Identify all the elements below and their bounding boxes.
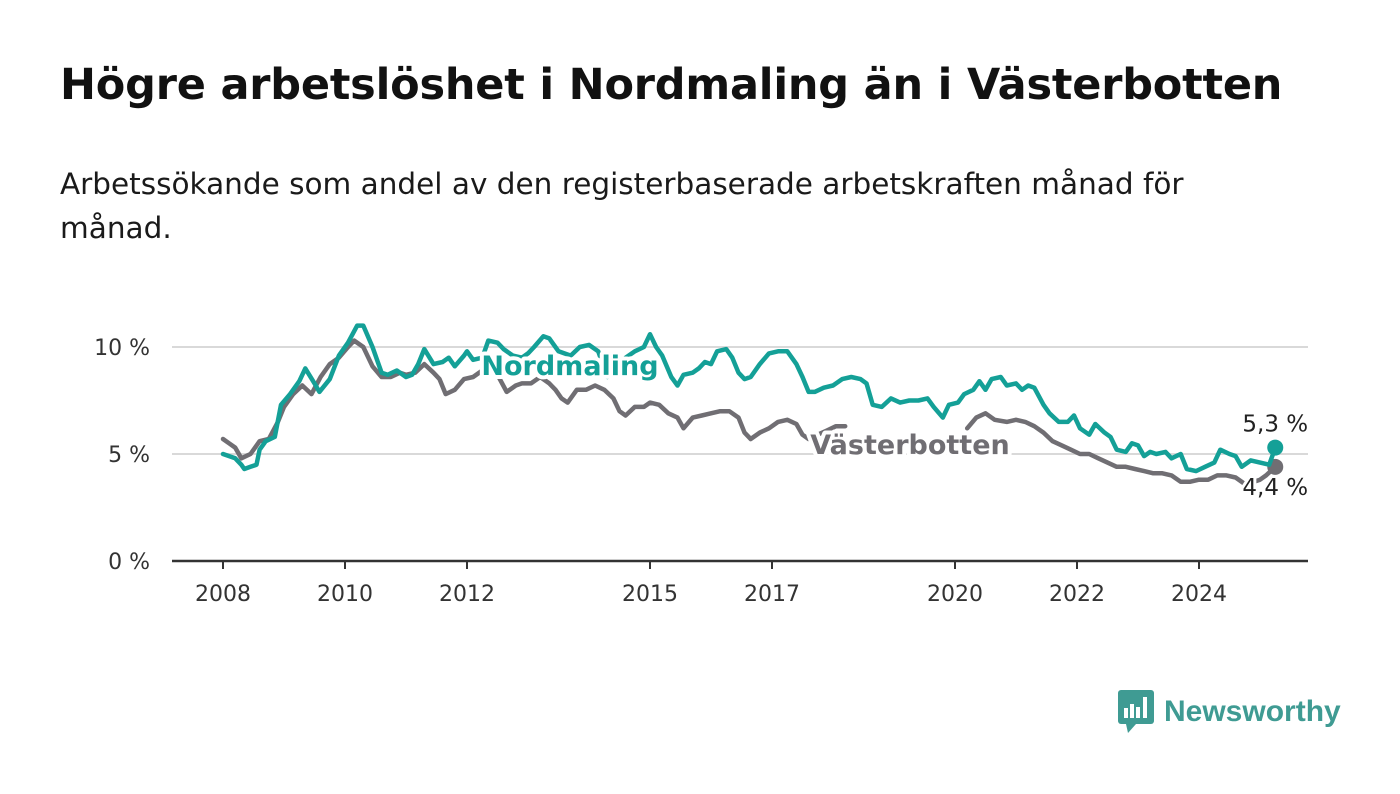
- end-label-nordmaling: 5,3 %: [1242, 412, 1308, 438]
- newsworthy-logo: Newsworthy: [1118, 690, 1341, 734]
- x-tick-label: 2010: [317, 582, 373, 607]
- chart-title: Högre arbetslöshet i Nordmaling än i Väs…: [60, 60, 1283, 110]
- series-labels: Nordmaling Västerbotten 5,3 % 4,4 %: [477, 347, 1311, 504]
- y-tick-label: 10 %: [94, 336, 150, 361]
- series-line-vasterbotten: [964, 411, 1278, 487]
- newsworthy-logo-text: Newsworthy: [1164, 695, 1341, 728]
- x-tick-label: 2024: [1171, 582, 1227, 607]
- series-lines: [220, 323, 1284, 487]
- x-tick-label: 2020: [927, 582, 983, 607]
- series-label-vasterbotten: Västerbotten: [810, 430, 1009, 461]
- series-label-nordmaling: Nordmaling: [481, 351, 658, 382]
- chart-subtitle: Arbetssökande som andel av den registerb…: [60, 167, 1184, 245]
- gridlines: 0 % 5 % 10 %: [94, 336, 1308, 575]
- series-line-nordmaling: [220, 323, 1278, 474]
- end-label-vasterbotten: 4,4 %: [1242, 475, 1308, 501]
- x-tick-label: 2022: [1049, 582, 1105, 607]
- x-axis: 2008 2010 2012 2015 2017 2020 2022 2024: [172, 559, 1308, 607]
- series-line-vasterbotten: [220, 338, 848, 461]
- y-tick-label: 5 %: [108, 443, 150, 468]
- x-tick-label: 2015: [622, 582, 678, 607]
- x-tick-label: 2017: [744, 582, 800, 607]
- y-tick-label: 0 %: [108, 550, 150, 575]
- end-point-nordmaling: [1267, 439, 1284, 456]
- x-tick-label: 2008: [195, 582, 251, 607]
- x-tick-label: 2012: [439, 582, 495, 607]
- newsworthy-logo-icon: [1118, 690, 1154, 733]
